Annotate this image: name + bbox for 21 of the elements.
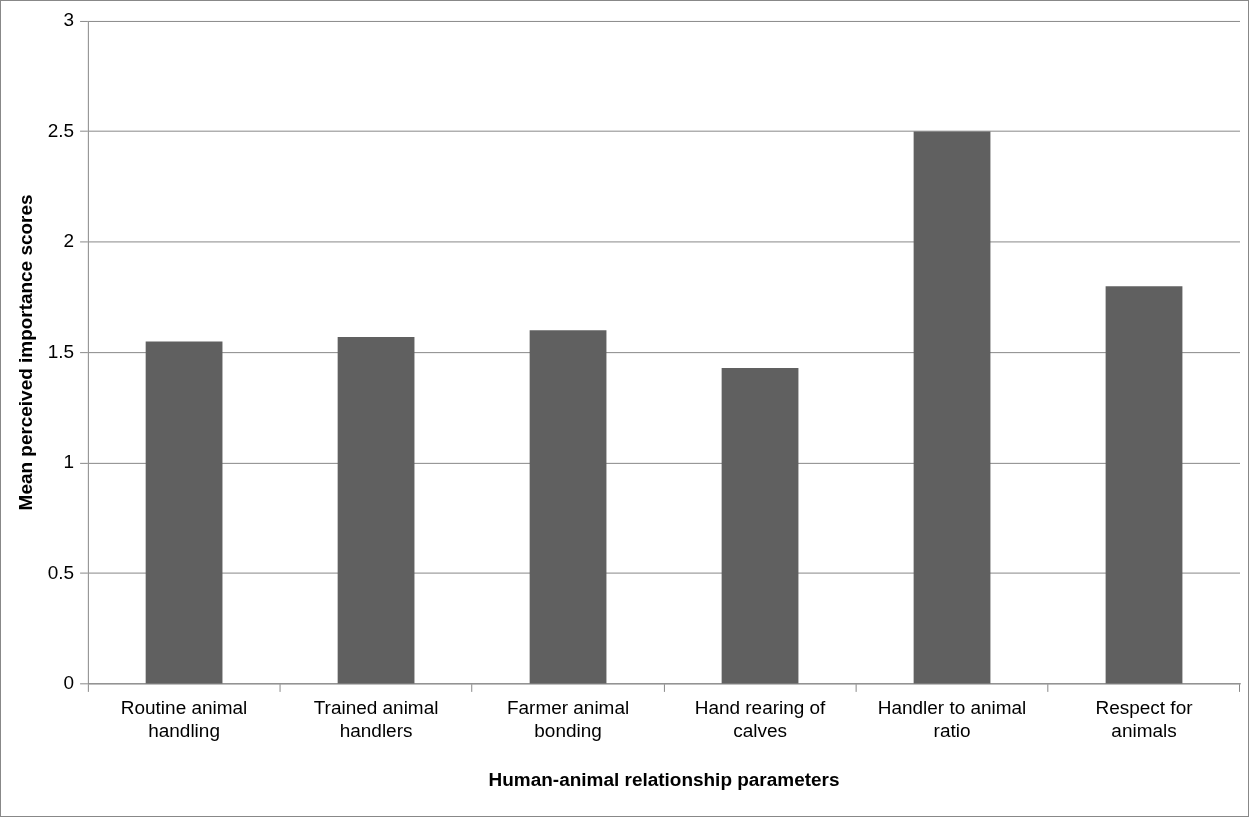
bar	[145, 341, 223, 684]
x-tick-label: Respect for animals	[1095, 697, 1193, 742]
y-tick-label: 1	[63, 451, 75, 473]
bar	[1105, 286, 1183, 684]
x-tick-label: Trained animal handlers	[313, 697, 439, 742]
x-tick-label: Routine animal handling	[120, 697, 248, 742]
y-tick-label: 2	[63, 230, 75, 252]
x-tick-label: Handler to animal ratio	[877, 697, 1027, 742]
y-axis-title: Mean perceived importance scores	[14, 194, 36, 511]
x-axis-title: Human-animal relationship parameters	[488, 768, 840, 790]
y-tick-label: 2.5	[47, 119, 75, 141]
y-tick-label: 3	[63, 9, 75, 31]
x-tick-label: Farmer animal bonding	[506, 697, 630, 742]
y-tick-label: 1.5	[47, 340, 75, 362]
bar	[913, 131, 991, 684]
x-tick-label: Hand rearing of calves	[694, 697, 827, 742]
bar	[337, 336, 415, 684]
y-tick-label: 0	[63, 672, 75, 694]
y-tick-label: 0.5	[47, 561, 75, 583]
bar	[721, 367, 799, 684]
bar	[529, 330, 607, 684]
